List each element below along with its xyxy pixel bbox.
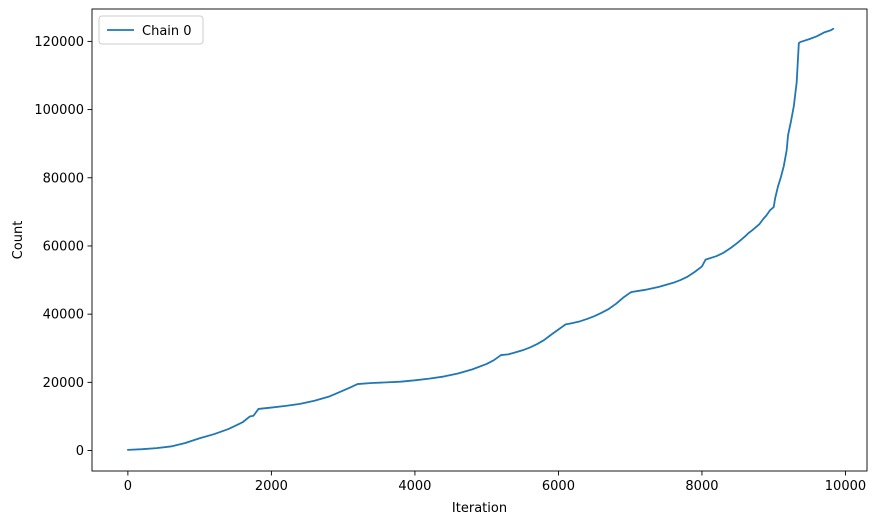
x-tick-label: 6000	[542, 479, 575, 494]
y-axis: 0 20000 40000 60000 80000 100000 120000	[34, 35, 92, 459]
x-axis: 0 2000 4000 6000 8000 10000	[124, 471, 866, 494]
y-tick-label: 100000	[34, 103, 84, 118]
x-tick-label: 4000	[398, 479, 431, 494]
y-axis-label: Count	[11, 221, 26, 260]
y-tick-label: 120000	[34, 35, 84, 50]
x-tick-label: 8000	[685, 479, 718, 494]
x-tick-label: 2000	[255, 479, 288, 494]
series-line-chain-0	[126, 27, 835, 451]
y-tick-label: 0	[76, 444, 84, 459]
legend-label-chain-0: Chain 0	[142, 24, 192, 39]
legend: Chain 0	[98, 15, 204, 45]
y-tick-label: 60000	[43, 239, 84, 254]
x-tick-label: 10000	[825, 479, 866, 494]
legend-box	[98, 15, 204, 45]
x-axis-label: Iteration	[452, 501, 507, 516]
plot-area	[91, 8, 868, 472]
x-tick-label: 0	[124, 479, 132, 494]
y-tick-label: 20000	[43, 376, 84, 391]
y-tick-label: 80000	[43, 171, 84, 186]
series-layer	[126, 27, 835, 451]
y-tick-label: 40000	[43, 308, 84, 323]
